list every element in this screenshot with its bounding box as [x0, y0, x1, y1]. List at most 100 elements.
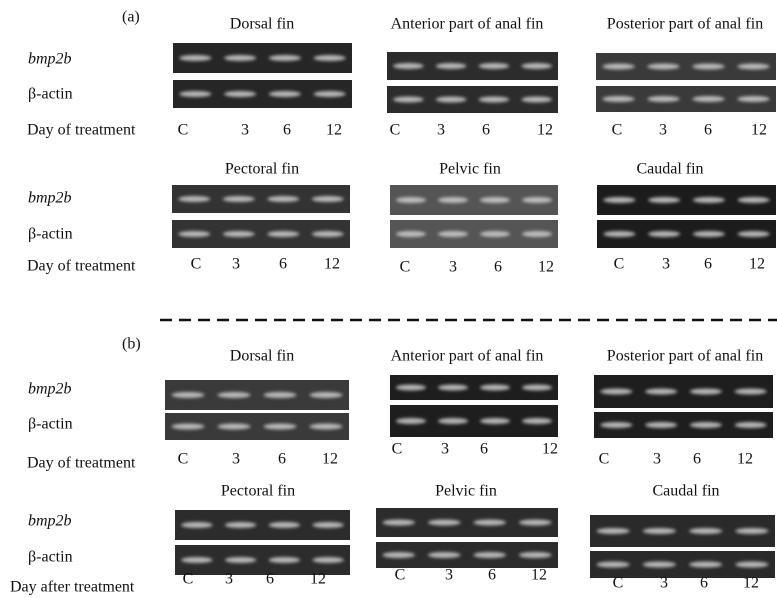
- lane-label: 6: [488, 567, 496, 584]
- gel-band: [596, 562, 629, 568]
- gel-title: Anterior part of anal fin: [391, 16, 544, 33]
- lane-label: C: [599, 451, 610, 468]
- gel-band: [603, 197, 635, 203]
- lane-label: 3: [659, 122, 667, 139]
- lane-label: C: [178, 451, 189, 468]
- gel-band: [478, 97, 509, 103]
- gel-band: [269, 557, 301, 563]
- gel-band: [267, 231, 299, 237]
- gel-band: [178, 231, 210, 237]
- gel-band: [473, 552, 506, 558]
- gel-band: [171, 392, 204, 398]
- gel-band: [522, 197, 552, 203]
- lane-label: 12: [322, 451, 338, 468]
- panel-label: (b): [122, 336, 141, 353]
- gel-band: [737, 96, 769, 102]
- gel-band: [738, 197, 770, 203]
- figure: (a) bmp2b β-actin Day of treatment Dorsal fi…: [0, 0, 777, 598]
- gel-band: [396, 231, 426, 237]
- gel-band: [643, 562, 676, 568]
- gel-band: [396, 418, 426, 424]
- lane-label: 3: [660, 575, 668, 592]
- gel-band: [263, 392, 296, 398]
- lane-label: C: [191, 256, 202, 273]
- gel-band: [480, 385, 510, 391]
- lane-label: 6: [704, 256, 712, 273]
- gel-band: [600, 422, 632, 428]
- lane-label: 6: [693, 451, 701, 468]
- lane-label: 3: [441, 441, 449, 458]
- gel-band: [602, 96, 634, 102]
- lane-label: C: [613, 575, 624, 592]
- lane-label: 12: [537, 122, 553, 139]
- gel-band: [438, 418, 468, 424]
- gel-band: [480, 197, 510, 203]
- gel-band: [269, 91, 301, 97]
- gel-band: [438, 197, 468, 203]
- day-label: Day of treatment: [27, 258, 136, 275]
- lane-label: 6: [480, 441, 488, 458]
- gel-band: [603, 231, 635, 237]
- lane-label: 6: [266, 571, 274, 588]
- gel-band: [735, 422, 767, 428]
- gel-band: [312, 196, 344, 202]
- gel-band: [309, 424, 342, 430]
- gel-band: [521, 63, 552, 69]
- lane-label: 3: [653, 451, 661, 468]
- gel-band: [382, 520, 415, 526]
- gel-band: [648, 197, 680, 203]
- gel-band: [314, 55, 346, 61]
- gel-band: [737, 64, 769, 70]
- gel-band: [309, 392, 342, 398]
- row-label: bmp2b: [28, 381, 72, 398]
- gel-band: [645, 389, 677, 395]
- gel-title: Anterior part of anal fin: [391, 348, 544, 365]
- lane-label: 6: [278, 451, 286, 468]
- gel-band: [689, 528, 722, 534]
- row-label: bmp2b: [28, 513, 72, 530]
- row-label: bmp2b: [28, 190, 72, 207]
- lane-label: 6: [279, 256, 287, 273]
- gel-band: [224, 55, 256, 61]
- gel-band: [689, 562, 722, 568]
- lane-label: 6: [494, 259, 502, 276]
- gel-band: [314, 91, 346, 97]
- lane-label: 3: [232, 256, 240, 273]
- gel-band: [480, 231, 510, 237]
- gel-band: [436, 63, 467, 69]
- gel-band: [171, 424, 204, 430]
- gel-band: [480, 418, 510, 424]
- lane-label: 3: [232, 451, 240, 468]
- gel-band: [382, 552, 415, 558]
- row-label: β-actin: [28, 549, 73, 566]
- day-label: Day after treatment: [10, 579, 135, 596]
- gel-band: [690, 389, 722, 395]
- gel-band: [647, 64, 679, 70]
- gel-title: Pectoral fin: [225, 161, 299, 178]
- gel-band: [224, 91, 256, 97]
- lane-label: 12: [531, 567, 547, 584]
- lane-label: 12: [751, 122, 767, 139]
- lane-label: 12: [324, 256, 340, 273]
- panel-label: (a): [122, 9, 140, 26]
- gel-title: Caudal fin: [636, 161, 703, 178]
- lane-label: C: [395, 567, 406, 584]
- day-label: Day of treatment: [27, 455, 136, 472]
- gel-band: [648, 231, 680, 237]
- gel-title: Pectoral fin: [221, 483, 295, 500]
- lane-label: 12: [743, 575, 759, 592]
- gel-title: Dorsal fin: [230, 16, 294, 33]
- gel-title: Posterior part of anal fin: [607, 16, 763, 33]
- lane-label: 6: [482, 122, 490, 139]
- gel-band: [438, 231, 468, 237]
- gel-band: [269, 55, 301, 61]
- gel-band: [692, 96, 724, 102]
- gel-band: [693, 231, 725, 237]
- gel-band: [178, 196, 210, 202]
- gel-band: [478, 63, 509, 69]
- lane-label: C: [612, 122, 623, 139]
- lane-label: C: [390, 122, 401, 139]
- gel-title: Posterior part of anal fin: [607, 348, 763, 365]
- gel-band: [181, 522, 213, 528]
- gel-band: [645, 422, 677, 428]
